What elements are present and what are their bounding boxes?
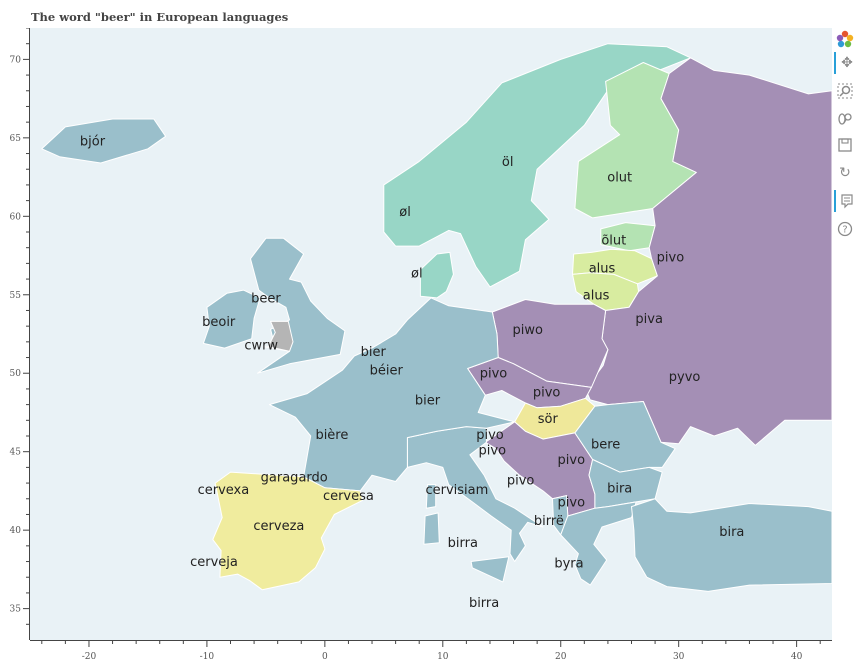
map-label: öl [502,155,514,170]
map-label: pivo [476,428,504,443]
map-label: cerveja [190,555,238,570]
map-label: pivo [558,453,586,468]
map-label: cerveza [253,519,304,534]
map-label: bier [415,393,441,408]
map-label: birra [448,536,478,551]
map-label: bere [591,437,620,452]
region-iceland[interactable] [41,118,167,164]
map-label: bjór [80,135,106,150]
x-tick-label: 20 [555,652,567,662]
map-plot-area[interactable]: bjór öl øl øl olut õlut pivo alus alus piva beer be… [30,28,832,640]
map-label: pivo [479,444,507,459]
map-label: bière [315,428,348,443]
region-wales[interactable] [267,320,294,352]
y-tick-label: 60 [10,212,22,222]
map-label: byra [554,557,583,572]
map-label: cervisiam [425,483,488,498]
wheel-zoom-icon[interactable] [834,108,856,130]
x-tick-label: 40 [791,652,803,662]
map-label: alus [583,288,610,303]
map-label: pivo [558,495,586,510]
map-label: bira [607,481,632,496]
y-tick-label: 70 [10,55,22,65]
map-label: cervexa [198,483,250,498]
map-label: pyvo [669,370,701,385]
svg-text:?: ? [842,225,847,236]
map-label: birra [469,596,499,611]
map-label: pivo [480,367,508,382]
country-labels: bjórölølølolutõlutpivoalusaluspivabeerbe… [80,135,744,611]
map-label: øl [411,266,423,281]
y-tick-label: 35 [10,605,22,615]
map-label: olut [607,171,632,186]
region-denmark[interactable] [419,251,454,299]
map-label: õlut [601,233,626,248]
x-axis: -20 -10 0 10 20 30 40 [30,640,832,662]
country-regions [41,43,833,592]
plot-toolbar: ✥ ↻ ? [834,28,858,248]
region-iberia[interactable] [212,471,364,591]
map-label: alus [589,262,616,277]
x-tick-label: -20 [82,652,97,662]
map-label: béier [370,364,404,379]
map-label: beer [251,291,281,306]
y-tick-label: 45 [10,448,22,458]
y-axis: 35 40 45 50 55 60 65 70 [10,28,30,640]
map-label: piva [635,312,663,327]
region-norway-sweden[interactable] [383,43,691,288]
save-icon[interactable] [834,134,856,156]
region-ireland[interactable] [202,289,261,349]
x-tick-label: 10 [437,652,449,662]
map-label: bier [361,345,387,360]
map-label: øl [399,205,411,220]
map-label: pivo [507,473,535,488]
map-label: pivo [657,251,685,266]
map-label: cervesa [323,489,374,504]
y-tick-label: 65 [10,134,22,144]
map-label: bira [719,525,744,540]
x-tick-label: 0 [322,652,328,662]
x-tick-label: -10 [200,652,215,662]
x-tick-label: 30 [673,652,685,662]
box-zoom-icon[interactable] [834,80,856,102]
region-turkey[interactable] [631,498,833,592]
region-sardinia[interactable] [423,512,440,545]
chart-title: The word "beer" in European languages [31,10,289,24]
hover-icon[interactable] [834,190,858,212]
y-tick-label: 50 [10,369,22,379]
map-label: cwrw [244,339,278,354]
y-tick-label: 40 [10,526,22,536]
map-label: pivo [533,386,561,401]
region-russia-belarus[interactable] [585,57,833,446]
region-greece[interactable] [560,501,637,586]
y-tick-label: 55 [10,291,22,301]
map-label: garagardo [261,470,328,485]
region-sicily[interactable] [470,556,510,583]
map-label: birrë [534,514,564,529]
pan-icon[interactable]: ✥ [834,52,858,74]
reset-icon[interactable]: ↻ [839,165,851,181]
europe-map: bjórölølølolutõlutpivoalusaluspivabeerbe… [41,43,833,611]
map-label: sör [538,412,559,427]
map-label: piwo [512,323,542,338]
bokeh-logo-icon[interactable] [834,28,856,50]
help-icon[interactable]: ? [834,218,856,240]
map-label: beoir [202,315,236,330]
region-corsica[interactable] [425,484,437,509]
